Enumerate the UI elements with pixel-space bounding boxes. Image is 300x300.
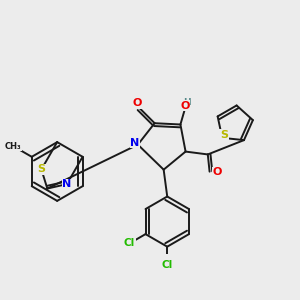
Text: O: O [180, 100, 190, 110]
Text: Cl: Cl [162, 260, 173, 270]
Text: O: O [132, 98, 141, 109]
Text: O: O [212, 167, 221, 177]
Text: S: S [220, 130, 228, 140]
Text: S: S [38, 164, 45, 174]
Text: H: H [183, 98, 190, 107]
Text: N: N [62, 179, 71, 189]
Text: N: N [130, 138, 140, 148]
Text: CH₃: CH₃ [5, 142, 21, 151]
Text: Cl: Cl [124, 238, 135, 248]
